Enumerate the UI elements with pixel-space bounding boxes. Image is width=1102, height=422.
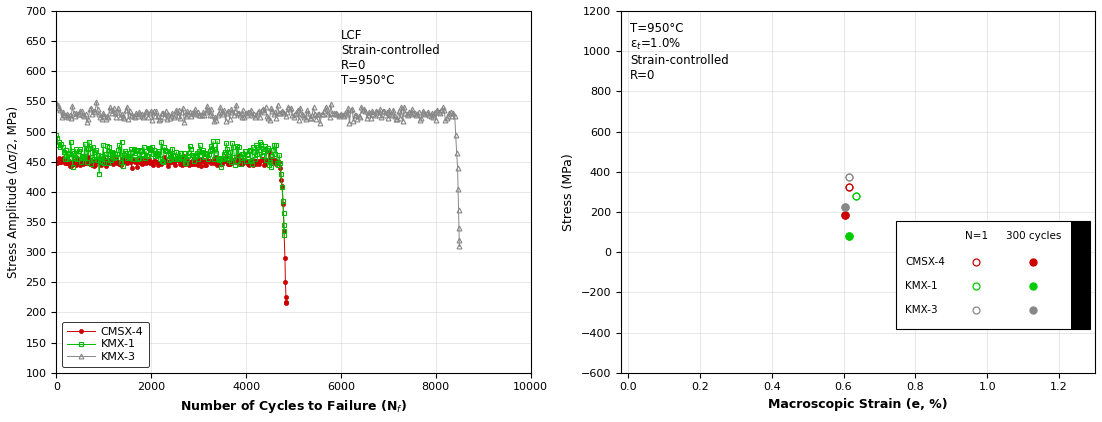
KMX-3	[324, 102, 337, 107]
Bar	[1071, 221, 1090, 329]
KMX-3	[50, 100, 63, 105]
CMSX-4	[239, 158, 252, 163]
Text: KMX-1: KMX-1	[906, 281, 938, 291]
Line: KMX-3: KMX-3	[54, 100, 462, 249]
Y-axis label: Stress (MPa): Stress (MPa)	[562, 153, 575, 231]
CMSX-4	[267, 157, 280, 162]
KMX-3	[306, 105, 320, 110]
CMSX-4	[234, 161, 247, 166]
X-axis label: Macroscopic Strain (e, %): Macroscopic Strain (e, %)	[768, 398, 948, 411]
Text: 300 cycles: 300 cycles	[1006, 231, 1061, 241]
Y-axis label: Stress Amplitude (Δσ/2, MPa): Stress Amplitude (Δσ/2, MPa)	[7, 106, 20, 278]
Text: N=1: N=1	[965, 231, 988, 241]
Legend: CMSX-4, KMX-1, KMX-3: CMSX-4, KMX-1, KMX-3	[62, 322, 149, 367]
CMSX-4	[93, 160, 106, 165]
Text: T=950°C
ε$_t$=1.0%
Strain-controlled
R=0: T=950°C ε$_t$=1.0% Strain-controlled R=0	[630, 22, 730, 82]
KMX-1	[278, 233, 291, 238]
KMX-1	[109, 151, 122, 157]
Line: KMX-1: KMX-1	[54, 133, 287, 238]
CMSX-4	[129, 159, 142, 164]
KMX-1	[108, 156, 121, 161]
CMSX-4	[280, 299, 293, 304]
KMX-3	[293, 106, 306, 111]
KMX-1	[199, 152, 213, 157]
Line: CMSX-4: CMSX-4	[54, 150, 289, 306]
KMX-1	[231, 144, 245, 149]
CMSX-4	[280, 301, 293, 306]
CMSX-4	[262, 150, 276, 155]
KMX-3	[179, 114, 192, 119]
KMX-1	[50, 133, 63, 138]
KMX-3	[453, 243, 466, 249]
CMSX-4	[50, 159, 63, 164]
Text: CMSX-4: CMSX-4	[906, 257, 946, 267]
KMX-1	[247, 150, 260, 155]
KMX-3	[393, 116, 407, 121]
Text: LCF
Strain-controlled
R=0
T=950°C: LCF Strain-controlled R=0 T=950°C	[341, 29, 440, 87]
KMX-3	[89, 100, 102, 105]
KMX-3	[152, 117, 165, 122]
Bar	[896, 221, 1090, 329]
Text: KMX-3: KMX-3	[906, 305, 938, 315]
X-axis label: Number of Cycles to Failure (N$_f$): Number of Cycles to Failure (N$_f$)	[180, 398, 407, 415]
KMX-1	[222, 155, 235, 160]
